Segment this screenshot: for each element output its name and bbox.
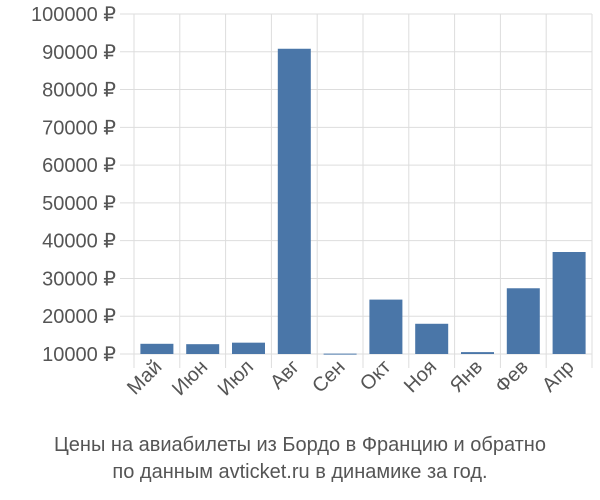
bar-Июл bbox=[232, 342, 265, 354]
x-tick-label: Апр bbox=[538, 356, 579, 397]
y-tick-label: 100000 ₽ bbox=[31, 4, 116, 26]
x-axis-ticks: Май Июн Июл Авг Сен Окт Ноя Янв Фев Апр bbox=[123, 356, 578, 400]
bar-Фев bbox=[506, 288, 540, 354]
x-tick-label: Июл bbox=[214, 356, 258, 400]
bar-Июн bbox=[186, 344, 220, 354]
x-tick-label: Янв bbox=[446, 356, 487, 397]
chart-caption-line-1: Цены на авиабилеты из Бордо в Францию и … bbox=[54, 434, 546, 456]
grid-layer bbox=[120, 13, 593, 368]
y-tick-label: 40000 ₽ bbox=[42, 231, 116, 253]
x-tick-label: Окт bbox=[356, 356, 395, 395]
y-tick-label: 60000 ₽ bbox=[42, 155, 116, 177]
x-tick-label: Ноя bbox=[400, 356, 441, 397]
bar-Авг bbox=[277, 48, 311, 354]
x-tick-label: Май bbox=[123, 356, 166, 399]
y-tick-label: 10000 ₽ bbox=[42, 344, 116, 366]
y-tick-label: 50000 ₽ bbox=[42, 193, 116, 215]
bar-layer bbox=[140, 48, 586, 355]
y-tick-label: 80000 ₽ bbox=[42, 80, 116, 102]
y-tick-label: 90000 ₽ bbox=[42, 42, 116, 64]
y-tick-label: 70000 ₽ bbox=[42, 117, 116, 139]
chart-caption-line-2: по данным avticket.ru в динамике за год. bbox=[112, 461, 488, 483]
y-tick-label: 30000 ₽ bbox=[42, 268, 116, 290]
x-tick-label: Сен bbox=[308, 356, 349, 397]
y-axis-ticks: 10000 ₽ 20000 ₽ 30000 ₽ 40000 ₽ 50000 ₽ 60000… bbox=[31, 4, 116, 366]
bar-Апр bbox=[552, 252, 586, 354]
bar-Ноя bbox=[415, 323, 449, 354]
bar-Май bbox=[140, 343, 174, 354]
x-tick-label: Фев bbox=[491, 356, 533, 398]
price-bar-chart: 10000 ₽ 20000 ₽ 30000 ₽ 40000 ₽ 50000 ₽ 60000… bbox=[31, 4, 593, 400]
bar-Окт bbox=[369, 299, 403, 354]
x-tick-label: Июн bbox=[168, 356, 212, 400]
bar-Сен bbox=[323, 353, 357, 355]
bar-Янв bbox=[461, 352, 494, 354]
y-tick-label: 20000 ₽ bbox=[42, 306, 116, 328]
